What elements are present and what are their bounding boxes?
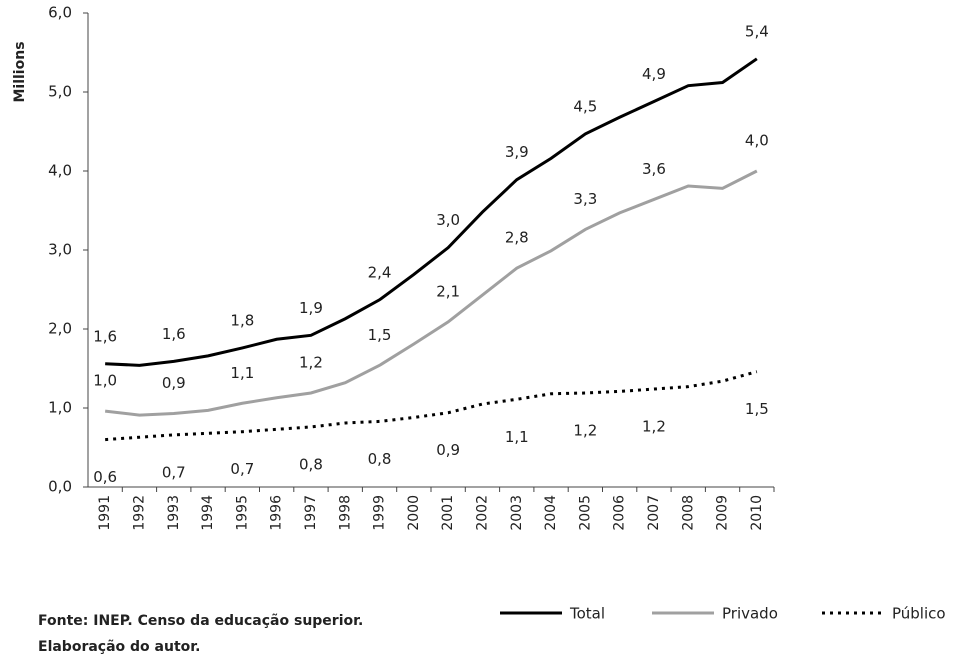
x-tick-label: 2003 bbox=[509, 495, 525, 531]
x-tick-label: 1991 bbox=[97, 495, 113, 531]
x-tick-label: 1992 bbox=[131, 495, 147, 531]
note: Fonte: INEP. Censo da educação superior. bbox=[38, 613, 363, 629]
data-label: 3,3 bbox=[573, 190, 597, 208]
data-label: 1,2 bbox=[573, 421, 597, 439]
series-line bbox=[105, 370, 758, 442]
x-tick-label: 1999 bbox=[372, 495, 388, 531]
data-label: 0,9 bbox=[436, 441, 460, 459]
x-tick-label: 2009 bbox=[715, 495, 731, 531]
y-axis-label: Millions bbox=[12, 41, 28, 102]
legend-label: Privado bbox=[722, 605, 778, 623]
data-label: 1,6 bbox=[162, 325, 186, 343]
data-label: 4,0 bbox=[745, 132, 769, 150]
data-label: 2,1 bbox=[436, 282, 460, 300]
data-label: 5,4 bbox=[745, 22, 769, 40]
data-label: 3,6 bbox=[642, 160, 666, 178]
y-tick-label: 5,0 bbox=[48, 83, 72, 101]
data-label: 0,8 bbox=[368, 450, 392, 468]
y-tick-label: 0,0 bbox=[48, 478, 72, 496]
data-label: 1,8 bbox=[230, 311, 254, 329]
data-label: 1,1 bbox=[505, 428, 529, 446]
y-tick-label: 6,0 bbox=[48, 4, 72, 22]
series-line bbox=[104, 169, 758, 417]
data-label: 1,6 bbox=[93, 327, 117, 345]
data-label: 4,5 bbox=[573, 97, 597, 115]
data-label: 2,8 bbox=[505, 229, 529, 247]
x-tick-label: 2010 bbox=[749, 495, 765, 531]
data-label: 1,9 bbox=[299, 299, 323, 317]
x-tick-label: 1996 bbox=[269, 495, 285, 531]
series-line bbox=[105, 57, 758, 367]
data-label: 0,7 bbox=[230, 460, 254, 478]
data-label: 0,8 bbox=[299, 455, 323, 473]
data-label: 1,1 bbox=[230, 364, 254, 382]
x-tick-label: 2002 bbox=[474, 495, 490, 531]
y-tick-label: 2,0 bbox=[48, 320, 72, 338]
legend-label: Total bbox=[569, 605, 605, 623]
x-tick-label: 2006 bbox=[612, 495, 628, 531]
x-tick-label: 1995 bbox=[234, 495, 250, 531]
y-tick-label: 4,0 bbox=[48, 162, 72, 180]
data-label: 4,9 bbox=[642, 65, 666, 83]
y-tick-label: 3,0 bbox=[48, 241, 72, 259]
data-label: 2,4 bbox=[368, 263, 392, 281]
data-label: 0,6 bbox=[93, 468, 117, 486]
x-tick-label: 2007 bbox=[646, 495, 662, 531]
data-label: 1,2 bbox=[642, 418, 666, 436]
x-tick-label: 1993 bbox=[166, 495, 182, 531]
data-label: 0,7 bbox=[162, 463, 186, 481]
legend-label: Público bbox=[892, 605, 946, 623]
data-label: 1,5 bbox=[745, 400, 769, 418]
x-tick-label: 1994 bbox=[200, 495, 216, 531]
data-label: 3,9 bbox=[505, 143, 529, 161]
x-tick-label: 2000 bbox=[406, 495, 422, 531]
data-label: 1,0 bbox=[93, 372, 117, 390]
note: Elaboração do autor. bbox=[38, 639, 201, 655]
y-tick-label: 1,0 bbox=[48, 399, 72, 417]
data-label: 0,9 bbox=[162, 374, 186, 392]
data-label: 3,0 bbox=[436, 211, 460, 229]
x-tick-label: 1998 bbox=[337, 495, 353, 531]
x-tick-label: 1997 bbox=[303, 495, 319, 531]
data-label: 1,2 bbox=[299, 353, 323, 371]
data-label: 1,5 bbox=[368, 326, 392, 344]
x-tick-label: 2004 bbox=[543, 495, 559, 531]
x-tick-label: 2005 bbox=[577, 495, 593, 531]
x-tick-label: 2008 bbox=[680, 495, 696, 531]
x-tick-label: 2001 bbox=[440, 495, 456, 531]
